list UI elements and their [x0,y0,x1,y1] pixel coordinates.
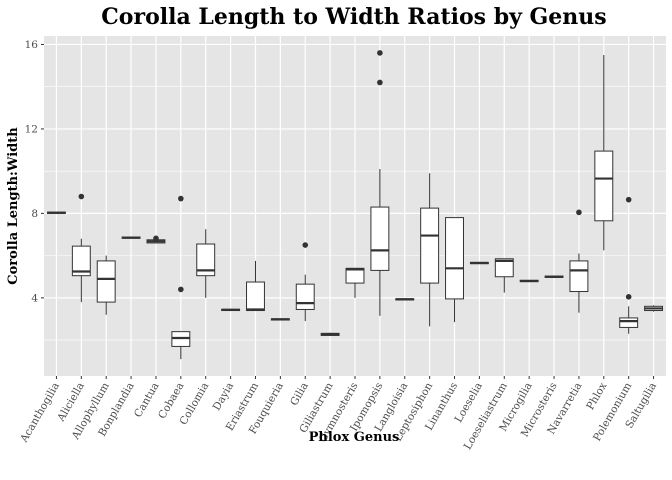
box-gymnosteris [345,267,365,298]
box-saltugilia [644,305,664,312]
box-iqr [619,317,639,328]
y-tick-label: 8 [31,208,38,220]
box-loeselia [469,261,489,265]
outlier-point [576,209,582,216]
box-polemonium [619,196,639,334]
box-cantua [146,235,166,244]
box-loeseliastrum [494,258,514,293]
outlier-point [153,235,159,242]
box-aliciella [71,193,91,303]
chart-title: Corolla Length to Width Ratios by Genus [101,4,606,30]
box-dayia [221,308,241,312]
box-group [46,50,664,360]
outlier-point [377,50,383,56]
box-iqr [196,243,216,277]
box-iqr [420,207,440,284]
box-iqr [445,217,464,300]
box-microgilia [519,279,539,283]
outlier-point [178,195,184,202]
box-giliastrum [320,332,340,336]
box-iqr [345,267,365,284]
box-iqr [96,260,116,303]
outlier-point [178,286,184,293]
box-iqr [370,206,390,271]
box-iqr [494,258,514,278]
outlier-point [625,196,632,203]
box-iqr [71,245,91,277]
y-tick-label: 16 [25,39,39,51]
box-fouquieria [270,318,290,321]
box-eriastrum [246,260,265,312]
y-tick-label: 12 [25,123,38,135]
box-acanthogilia [46,211,66,214]
x-axis-title: Phlox Genus [309,430,400,445]
box-leptosiphon [420,173,440,327]
box-cobaea [171,195,191,360]
outlier-point [302,242,309,248]
y-axis: 4 8 12 16 [25,39,44,304]
box-iqr [569,260,589,293]
box-linanthus [445,217,464,323]
box-langloisia [395,298,415,301]
box-collomia [196,229,216,298]
x-tick-label: Gilia [288,381,311,408]
box-iqr [246,281,265,312]
box-microsteris [544,275,564,278]
x-tick-label: Acanthogilia [18,381,62,446]
box-iqr [295,283,315,310]
box-gilia [295,242,315,322]
box-phlox [594,55,614,251]
box-ipomopsis [370,50,390,316]
box-bonplandia [121,236,141,239]
outlier-point [625,294,632,300]
x-tick-label: Dayia [211,381,237,413]
y-tick-label: 4 [31,292,38,304]
box-allophyllum [96,255,116,315]
outlier-point [377,79,383,86]
box-navarretia [569,209,589,313]
x-tick-label: Phlox [584,380,609,412]
box-iqr [594,150,614,222]
y-axis-title: Corolla Length:Width [6,127,21,285]
outlier-point [78,193,85,200]
